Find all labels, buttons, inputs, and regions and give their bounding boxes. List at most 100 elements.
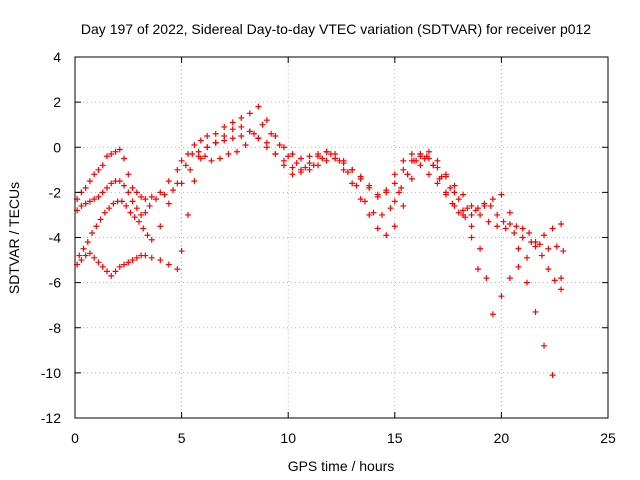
- x-tick-label: 0: [71, 430, 79, 446]
- y-tick-label: 4: [53, 49, 61, 65]
- data-point: [515, 263, 522, 270]
- grid: [75, 57, 608, 418]
- x-axis: 0 5 10 15 20 25: [71, 57, 616, 446]
- data-point: [436, 175, 443, 182]
- data-point: [135, 218, 142, 225]
- data-point: [259, 121, 266, 128]
- data-point: [80, 245, 87, 252]
- data-point: [238, 114, 245, 121]
- data-point: [140, 225, 147, 232]
- data-point: [442, 171, 449, 178]
- data-point: [417, 162, 424, 169]
- data-point: [133, 254, 140, 261]
- data-point: [538, 252, 545, 259]
- data-point: [242, 141, 249, 148]
- data-point: [549, 225, 556, 232]
- series-3: [76, 121, 565, 379]
- data-point: [108, 180, 115, 187]
- data-point: [103, 268, 110, 275]
- data-point: [157, 257, 164, 264]
- data-point: [251, 130, 258, 137]
- data-point: [263, 144, 270, 151]
- data-point: [86, 178, 93, 185]
- data-point: [202, 153, 209, 160]
- data-point: [108, 272, 115, 279]
- data-point: [451, 182, 458, 189]
- data-point: [229, 135, 236, 142]
- data-point: [489, 196, 496, 203]
- data-point: [84, 239, 91, 246]
- data-point: [268, 130, 275, 137]
- data-point: [229, 126, 236, 133]
- data-point: [434, 157, 441, 164]
- data-point: [425, 148, 432, 155]
- data-point: [97, 216, 104, 223]
- data-point: [106, 205, 113, 212]
- data-point: [462, 214, 469, 221]
- data-point: [246, 110, 253, 117]
- data-point: [489, 311, 496, 318]
- data-point: [549, 372, 556, 379]
- data-point: [344, 169, 351, 176]
- data-point: [99, 162, 106, 169]
- data-point: [306, 153, 313, 160]
- y-tick-label: -12: [41, 410, 61, 426]
- data-point: [289, 171, 296, 178]
- data-point: [138, 193, 145, 200]
- data-point: [125, 171, 132, 178]
- data-point: [513, 223, 520, 230]
- data-point: [502, 225, 509, 232]
- data-point: [246, 128, 253, 135]
- data-point: [541, 342, 548, 349]
- data-point: [532, 308, 539, 315]
- plot-frame: [74, 56, 609, 419]
- x-tick-label: 25: [600, 430, 616, 446]
- data-point: [191, 178, 198, 185]
- data-point: [86, 198, 93, 205]
- data-point: [404, 171, 411, 178]
- data-point: [293, 160, 300, 167]
- data-point: [178, 180, 185, 187]
- y-tick-label: -10: [41, 365, 61, 381]
- data-point: [370, 209, 377, 216]
- series-1: [74, 103, 567, 255]
- y-axis-title: SDTVAR / TECUs: [6, 182, 22, 294]
- data-point: [121, 155, 128, 162]
- data-point: [123, 202, 130, 209]
- data-point: [485, 218, 492, 225]
- data-point: [558, 275, 565, 282]
- data-point: [455, 209, 462, 216]
- data-point: [125, 259, 132, 266]
- data-point: [487, 202, 494, 209]
- data-point: [515, 245, 522, 252]
- data-point: [91, 171, 98, 178]
- y-tick-label: 0: [53, 139, 61, 155]
- data-point: [110, 200, 117, 207]
- y-tick-label: -4: [49, 230, 62, 246]
- data-point: [400, 157, 407, 164]
- data-point: [148, 193, 155, 200]
- data-point: [153, 196, 160, 203]
- data-point: [306, 160, 313, 167]
- data-point: [101, 209, 108, 216]
- data-point: [289, 151, 296, 158]
- data-point: [225, 151, 232, 158]
- data-point: [447, 184, 454, 191]
- data-point: [423, 153, 430, 160]
- data-point: [216, 155, 223, 162]
- data-point: [366, 182, 373, 189]
- data-point: [468, 202, 475, 209]
- data-point: [255, 103, 262, 110]
- data-point: [144, 232, 151, 239]
- data-point: [541, 232, 548, 239]
- data-point: [285, 153, 292, 160]
- y-tick-label: 2: [53, 94, 61, 110]
- data-point: [361, 198, 368, 205]
- data-point: [374, 225, 381, 232]
- data-point: [430, 162, 437, 169]
- data-point: [86, 250, 93, 257]
- data-point: [221, 137, 228, 144]
- data-point: [396, 189, 403, 196]
- data-point: [121, 261, 128, 268]
- data-point: [340, 166, 347, 173]
